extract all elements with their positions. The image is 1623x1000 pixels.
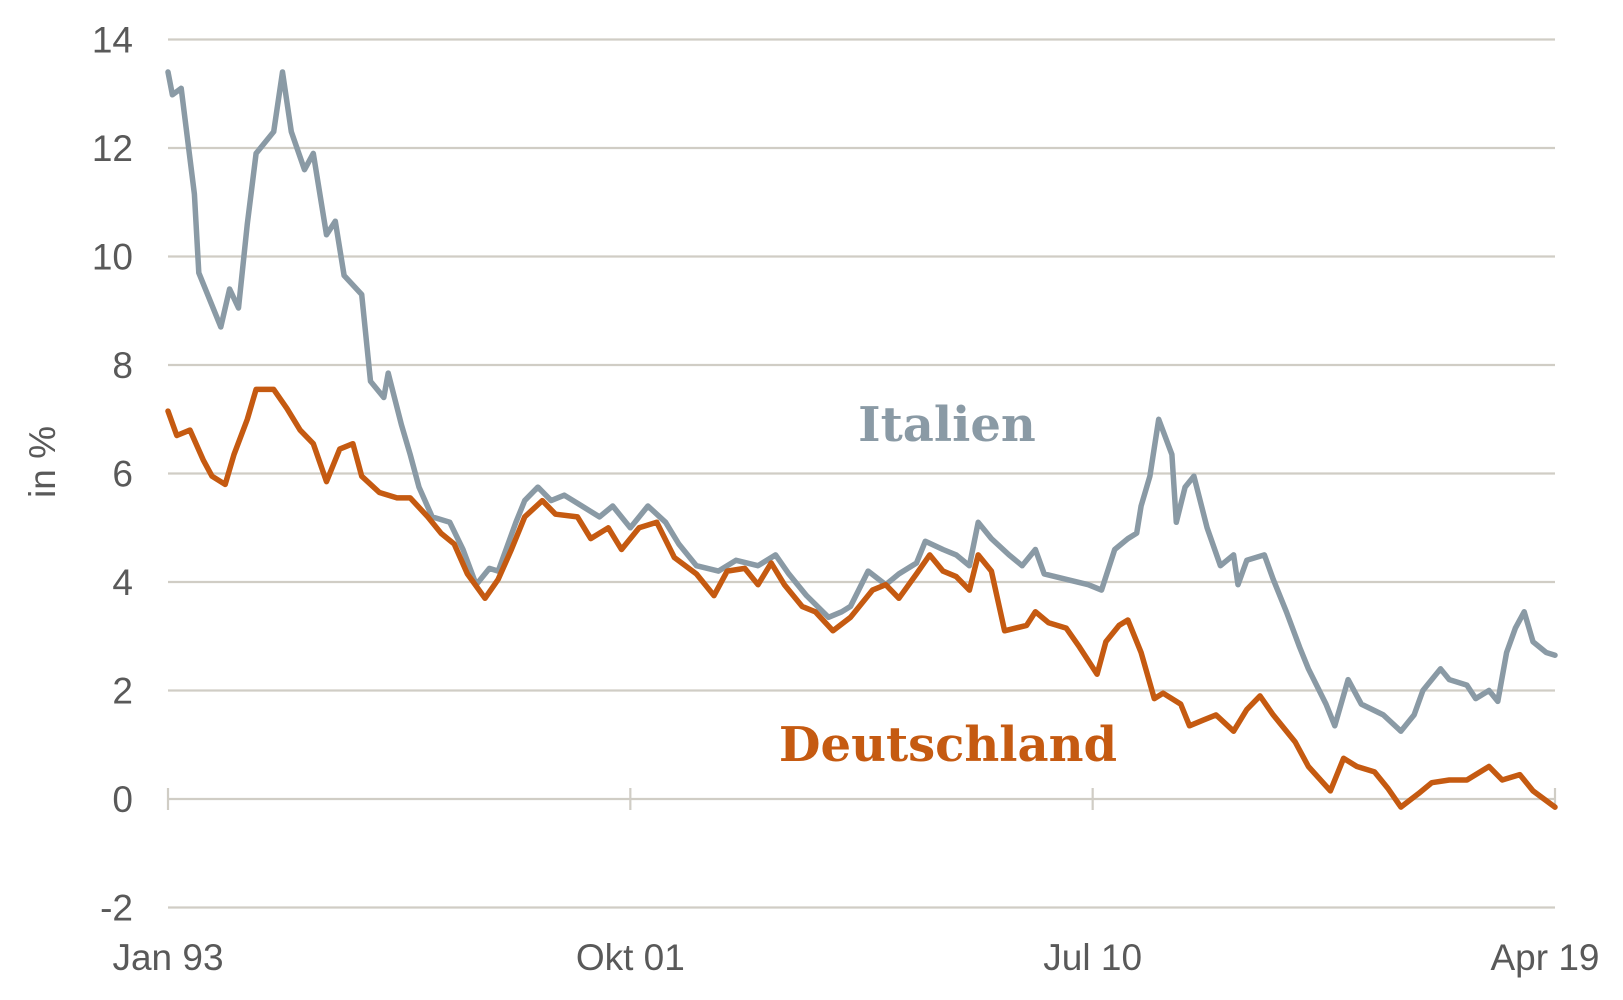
y-tick-labels: -2 0 2 4 6 8 10 12 14 [92, 20, 133, 929]
y-tick-label: 6 [112, 454, 133, 495]
y-axis-label: in % [22, 426, 63, 498]
y-tick-label: 12 [92, 128, 133, 169]
y-tick-label: -2 [100, 888, 133, 929]
y-tick-label: 10 [92, 237, 133, 278]
gridlines [168, 38, 1555, 909]
series-label-deutschland: Deutschland [779, 717, 1117, 773]
series-label-italien: Italien [858, 397, 1036, 453]
x-tick-label: Apr 19 [1490, 937, 1599, 978]
x-tick-label: Jul 10 [1043, 937, 1142, 978]
y-tick-label: 14 [92, 20, 133, 61]
y-tick-label: 0 [112, 779, 133, 820]
x-tick-labels: Jan 93 Okt 01 Jul 10 Apr 19 [112, 788, 1600, 978]
series-lines [165, 69, 1558, 810]
x-tick-label: Okt 01 [576, 937, 685, 978]
y-tick-label: 4 [112, 562, 133, 603]
y-tick-label: 2 [112, 671, 133, 712]
y-tick-label: 8 [112, 345, 133, 386]
x-tick-label: Jan 93 [112, 937, 223, 978]
series-line-deutschland [165, 386, 1558, 810]
